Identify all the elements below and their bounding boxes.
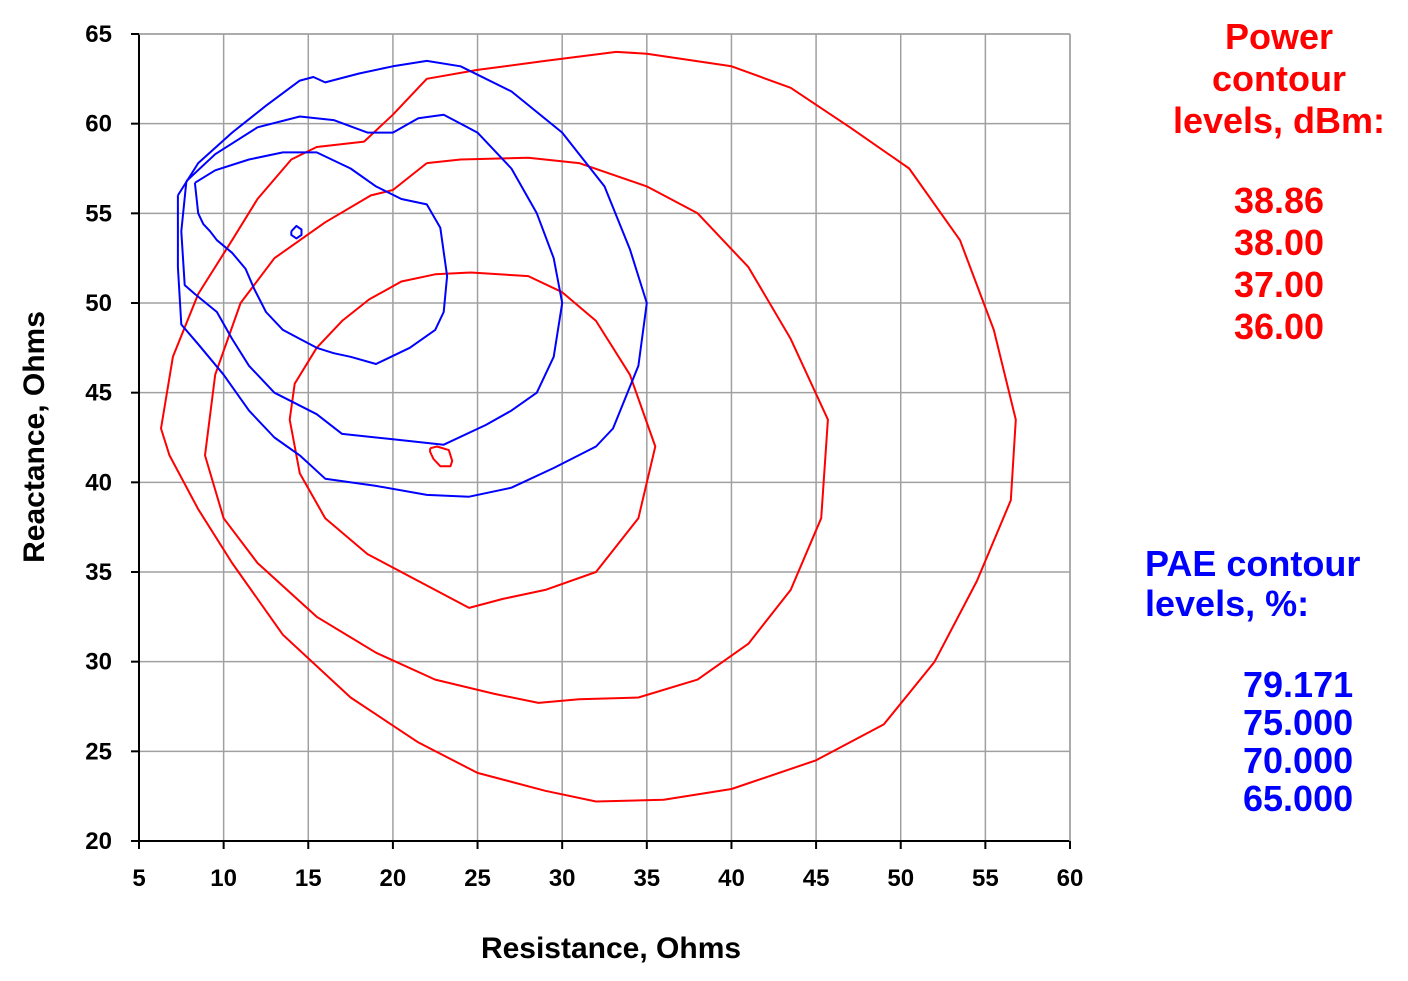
pae-legend-level: 75.000 (1243, 702, 1354, 743)
pae-contour-79-171 (290, 224, 303, 240)
y-tick-label: 25 (85, 738, 112, 765)
pae-legend-level: 79.171 (1243, 664, 1354, 705)
pae-legend-levels: 79.171 75.000 70.000 65.000 (1145, 666, 1408, 818)
power-contour-38-00 (288, 271, 657, 609)
y-axis-title: Reactance, Ohms (18, 311, 51, 563)
pae-contour-70-000 (180, 113, 564, 446)
power-contour-37-00 (204, 156, 829, 704)
power-contour-38-86 (429, 445, 454, 468)
pae-contour-75-000 (193, 151, 449, 365)
x-tick-label: 30 (549, 865, 576, 892)
pae-legend-level: 65.000 (1243, 778, 1354, 819)
x-tick-label: 10 (210, 865, 237, 892)
pae-contour-65-000 (176, 59, 648, 498)
pae-contour-legend: PAE contour levels, %: 79.171 75.000 70.00… (1145, 544, 1408, 818)
power-legend-level: 37.00 (1233, 264, 1325, 305)
x-tick-label: 25 (464, 865, 491, 892)
y-tick-label: 65 (85, 21, 112, 48)
y-tick-label: 30 (85, 649, 112, 676)
x-tick-label: 35 (633, 865, 660, 892)
y-tick-label: 20 (85, 828, 112, 855)
power-legend-levels: 38.86 38.00 37.00 36.00 (1150, 180, 1408, 348)
y-tick-label: 35 (85, 559, 112, 586)
y-tick-label: 50 (85, 290, 112, 317)
x-tick-label: 40 (718, 865, 745, 892)
y-tick-label: 55 (85, 200, 112, 227)
y-tick-label: 40 (85, 469, 112, 496)
x-tick-label: 55 (972, 865, 999, 892)
x-tick-label: 20 (380, 865, 407, 892)
x-tick-labels: 5 10 15 20 25 30 35 40 45 50 55 60 (132, 841, 1083, 892)
pae-legend-level: 70.000 (1243, 740, 1354, 781)
x-tick-label: 45 (803, 865, 830, 892)
power-legend-level: 36.00 (1233, 306, 1325, 347)
contour-series (160, 50, 1017, 803)
power-legend-level: 38.00 (1233, 222, 1325, 263)
power-contour-36-00 (160, 50, 1017, 803)
x-tick-label: 15 (295, 865, 322, 892)
power-contour-legend: Power contour levels, dBm: 38.86 38.00 37.… (1150, 16, 1408, 348)
x-tick-label: 5 (132, 865, 145, 892)
y-tick-label: 60 (85, 111, 112, 138)
x-tick-label: 50 (887, 865, 914, 892)
power-legend-level: 38.86 (1233, 180, 1325, 221)
plot-frame (138, 33, 1071, 842)
x-tick-label: 60 (1057, 865, 1084, 892)
y-tick-label: 45 (85, 380, 112, 407)
x-axis-title: Resistance, Ohms (481, 932, 741, 965)
pae-legend-heading: PAE contour levels, %: (1145, 543, 1361, 624)
y-tick-labels: 20 25 30 35 40 45 50 55 60 65 (85, 21, 139, 855)
power-legend-heading: Power contour levels, dBm: (1172, 16, 1386, 141)
